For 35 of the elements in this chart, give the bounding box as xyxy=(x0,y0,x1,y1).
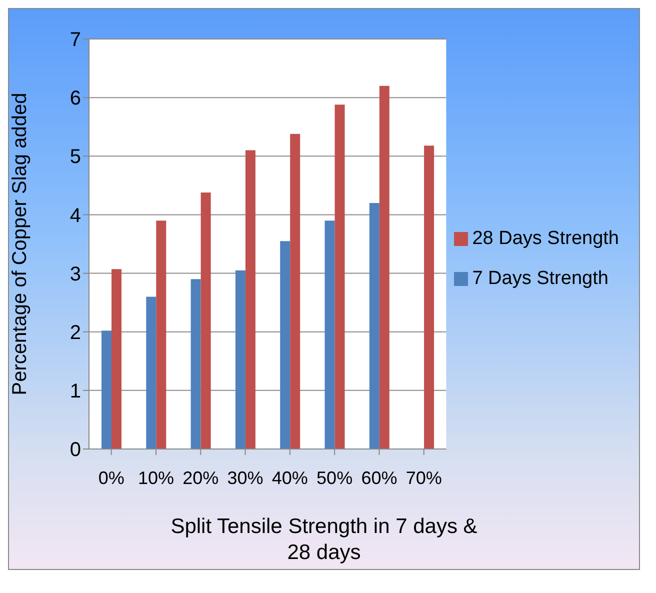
y-tick-label: 7 xyxy=(70,29,81,52)
y-tick-label: 5 xyxy=(70,146,81,168)
bar xyxy=(379,86,390,449)
bar xyxy=(156,220,166,449)
bar xyxy=(235,270,246,449)
bar xyxy=(102,330,112,449)
y-tick-label: 3 xyxy=(70,263,81,286)
bar xyxy=(245,150,256,449)
legend-label: 7 Days Strength xyxy=(472,268,608,289)
x-tick-label: 0% xyxy=(98,468,124,488)
bar xyxy=(369,203,380,449)
bar xyxy=(200,192,211,449)
y-axis-title: Percentage of Copper Slag added xyxy=(9,92,32,396)
bar xyxy=(190,279,201,449)
bar xyxy=(112,269,122,449)
y-tick-label: 1 xyxy=(70,380,81,403)
bar xyxy=(146,296,156,449)
y-tick-label: 0 xyxy=(70,439,81,462)
bar xyxy=(290,134,300,449)
x-tick-label: 40% xyxy=(272,468,308,488)
x-tick-label: 60% xyxy=(361,468,398,488)
x-tick-label: 50% xyxy=(316,468,353,488)
x-tick-label: 20% xyxy=(182,468,219,488)
bar xyxy=(424,146,434,449)
y-tick-label: 2 xyxy=(70,322,81,344)
bar xyxy=(280,241,290,449)
x-tick-label: 10% xyxy=(138,468,174,488)
x-axis-title: Split Tensile Strength in 7 days & 28 days xyxy=(170,514,478,566)
y-tick-label: 6 xyxy=(70,88,81,110)
y-tick-label: 4 xyxy=(70,204,81,227)
x-tick-label: 30% xyxy=(227,468,264,488)
x-tick-label: 70% xyxy=(406,468,442,488)
bar xyxy=(334,104,345,449)
legend-label: 28 Days Strength xyxy=(472,228,619,249)
bar xyxy=(324,220,335,449)
